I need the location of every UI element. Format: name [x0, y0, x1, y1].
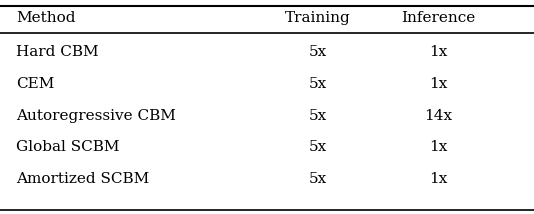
Text: Autoregressive CBM: Autoregressive CBM: [16, 109, 176, 123]
Text: Amortized SCBM: Amortized SCBM: [16, 172, 150, 186]
Text: 5x: 5x: [309, 77, 327, 91]
Text: 1x: 1x: [429, 172, 447, 186]
Text: 5x: 5x: [309, 172, 327, 186]
Text: 1x: 1x: [429, 140, 447, 155]
Text: CEM: CEM: [16, 77, 54, 91]
Text: Inference: Inference: [400, 11, 475, 25]
Text: Global SCBM: Global SCBM: [16, 140, 120, 155]
Text: 5x: 5x: [309, 109, 327, 123]
Text: 14x: 14x: [424, 109, 452, 123]
Text: Training: Training: [285, 11, 351, 25]
Text: 1x: 1x: [429, 77, 447, 91]
Text: 5x: 5x: [309, 45, 327, 59]
Text: 1x: 1x: [429, 45, 447, 59]
Text: 5x: 5x: [309, 140, 327, 155]
Text: Hard CBM: Hard CBM: [16, 45, 99, 59]
Text: Method: Method: [16, 11, 75, 25]
